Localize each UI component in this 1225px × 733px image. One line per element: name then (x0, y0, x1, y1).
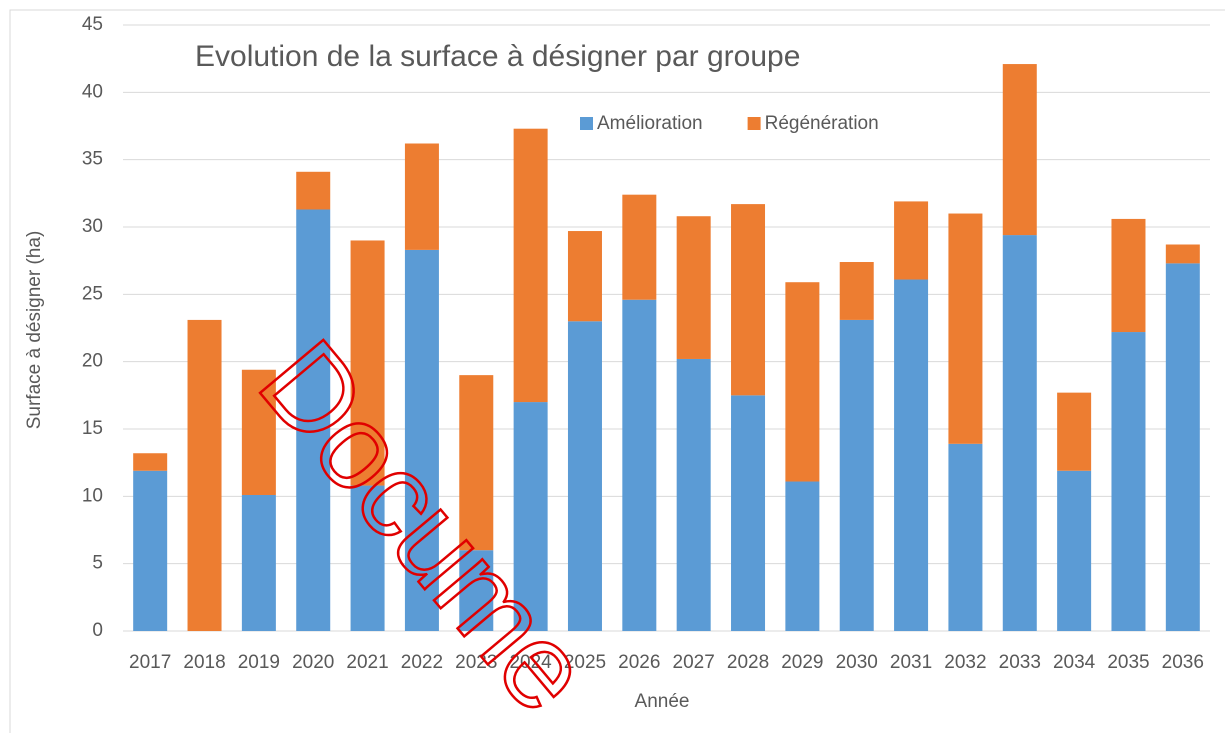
legend-swatch (580, 117, 593, 130)
x-tick-label: 2030 (836, 652, 878, 673)
x-tick-label: 2019 (238, 652, 280, 673)
bar-segment (1057, 470, 1092, 631)
x-tick-label: 2028 (727, 652, 769, 673)
legend-label: Régénération (765, 113, 879, 134)
x-tick-label: 2029 (781, 652, 823, 673)
bar-segment (676, 216, 711, 359)
bar-segment (1057, 392, 1092, 471)
x-tick-label: 2018 (183, 652, 225, 673)
bar-segment (1002, 64, 1037, 236)
y-tick-label: 15 (82, 418, 103, 439)
x-tick-label: 2034 (1053, 652, 1096, 673)
y-tick-label: 10 (82, 485, 103, 506)
legend-swatch (747, 117, 761, 130)
bar-segment (622, 194, 657, 300)
x-tick-label: 2022 (401, 652, 443, 673)
bar-segment (187, 319, 222, 631)
bar-segment (785, 481, 820, 631)
y-tick-label: 20 (82, 351, 103, 372)
bar-segment (133, 470, 168, 631)
bar-segment (1002, 235, 1037, 631)
bar-segment (241, 494, 276, 631)
bar-segment (731, 204, 766, 396)
bar-segment (133, 453, 168, 471)
bar-segment (1111, 218, 1146, 333)
bar-segment (404, 249, 439, 632)
bar-segment (241, 369, 276, 495)
bar-segment (1165, 263, 1200, 631)
bar-segment (839, 262, 874, 320)
bar-segment (1165, 244, 1200, 264)
x-tick-label: 2025 (564, 652, 606, 673)
y-tick-label: 0 (92, 620, 103, 641)
bar-segment (839, 319, 874, 631)
x-tick-label: 2027 (673, 652, 715, 673)
bar-segment (894, 279, 929, 631)
y-tick-label: 5 (92, 553, 103, 574)
x-tick-label: 2032 (944, 652, 986, 673)
x-axis-label: Année (635, 691, 690, 712)
bar-segment (676, 358, 711, 631)
x-tick-label: 2036 (1162, 652, 1204, 673)
x-tick-label: 2023 (455, 652, 497, 673)
x-tick-label: 2033 (999, 652, 1041, 673)
y-tick-label: 30 (82, 216, 103, 237)
chart-title: Evolution de la surface à désigner par g… (195, 40, 800, 73)
bar-segment (948, 213, 983, 444)
bar-segment (894, 201, 929, 280)
x-tick-label: 2024 (509, 652, 552, 673)
chart-frame (9, 9, 1225, 733)
x-tick-label: 2026 (618, 652, 660, 673)
legend-label: Amélioration (597, 113, 703, 134)
x-tick-label: 2021 (346, 652, 388, 673)
bar-segment (785, 282, 820, 482)
x-tick-label: 2031 (890, 652, 932, 673)
x-tick-label: 2035 (1107, 652, 1149, 673)
x-tick-label: 2020 (292, 652, 334, 673)
bar-segment (622, 299, 657, 631)
bars: 2017 2018 2019 2020 2021 2022 2023 2024 2025 2026… (129, 64, 1204, 673)
y-tick-label: 40 (82, 81, 103, 102)
bar-segment (567, 231, 602, 322)
bar-segment (296, 209, 331, 631)
y-tick-label: 45 (82, 14, 103, 35)
bar-segment (350, 485, 385, 631)
bar-segment (404, 143, 439, 250)
legend: Amélioration Régénération (580, 113, 879, 134)
bar-segment (1111, 332, 1146, 631)
y-axis-label: Surface à désigner (ha) (24, 231, 45, 430)
y-tick-label: 35 (82, 149, 103, 170)
bar-segment (948, 443, 983, 631)
y-tick-label: 25 (82, 283, 103, 304)
bar-segment (731, 395, 766, 631)
bar-segment (350, 240, 385, 486)
bar-segment (459, 550, 494, 631)
bar-segment (513, 128, 548, 403)
bar-segment (567, 321, 602, 631)
bar-segment (296, 171, 331, 210)
x-tick-label: 2017 (129, 652, 171, 673)
bar-segment (513, 402, 548, 631)
bar-segment (459, 375, 494, 551)
